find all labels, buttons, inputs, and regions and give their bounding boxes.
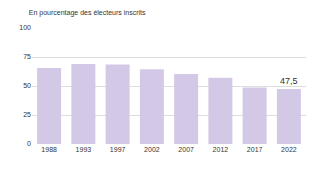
svg-text:25: 25 bbox=[23, 111, 31, 118]
svg-text:2002: 2002 bbox=[144, 146, 160, 153]
svg-text:75: 75 bbox=[23, 53, 31, 60]
svg-text:100: 100 bbox=[19, 24, 31, 31]
svg-text:2017: 2017 bbox=[247, 146, 263, 153]
svg-text:2022: 2022 bbox=[281, 146, 297, 153]
svg-text:1988: 1988 bbox=[41, 146, 57, 153]
svg-text:0: 0 bbox=[27, 140, 31, 147]
svg-text:2007: 2007 bbox=[178, 146, 194, 153]
svg-text:1997: 1997 bbox=[110, 146, 126, 153]
svg-text:1993: 1993 bbox=[76, 146, 92, 153]
svg-text:50: 50 bbox=[23, 82, 31, 89]
svg-text:En pourcentage des électeurs i: En pourcentage des électeurs inscrits bbox=[29, 9, 146, 17]
svg-text:47,5: 47,5 bbox=[280, 76, 298, 86]
svg-text:2012: 2012 bbox=[213, 146, 229, 153]
